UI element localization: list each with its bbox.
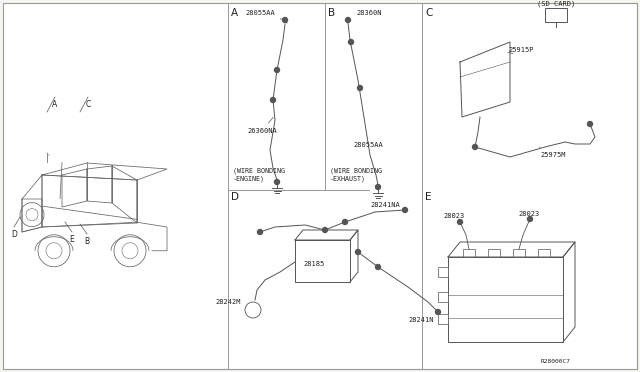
Text: 28185: 28185: [303, 261, 324, 267]
Text: D: D: [11, 230, 17, 239]
Text: 28055AA: 28055AA: [245, 10, 282, 19]
Bar: [545, 8, 567, 22]
Circle shape: [403, 208, 408, 212]
Bar: [538, 249, 550, 257]
Bar: [463, 249, 475, 257]
Text: B: B: [328, 8, 335, 18]
Text: 28055AA: 28055AA: [353, 142, 383, 148]
Circle shape: [282, 17, 287, 22]
Circle shape: [257, 230, 262, 234]
Circle shape: [271, 97, 275, 103]
Circle shape: [275, 67, 280, 73]
Text: E: E: [425, 192, 431, 202]
Circle shape: [358, 86, 362, 90]
Text: 28241N: 28241N: [408, 317, 433, 323]
Text: C: C: [85, 100, 91, 109]
Text: 25920P
(SD CARD): 25920P (SD CARD): [537, 0, 575, 7]
Circle shape: [355, 250, 360, 254]
Text: (WIRE BONDING
-ENGINE): (WIRE BONDING -ENGINE): [233, 167, 285, 182]
Text: 28360N: 28360N: [356, 10, 381, 16]
Text: 26360NA: 26360NA: [247, 117, 276, 134]
Text: A: A: [231, 8, 238, 18]
Circle shape: [458, 219, 463, 224]
Bar: [488, 249, 500, 257]
Text: E: E: [70, 235, 74, 244]
Circle shape: [349, 39, 353, 45]
Circle shape: [323, 228, 328, 232]
Circle shape: [376, 185, 381, 189]
Text: A: A: [52, 100, 58, 109]
Circle shape: [588, 122, 593, 126]
Text: 28242M: 28242M: [215, 299, 241, 305]
Circle shape: [342, 219, 348, 224]
Text: C: C: [425, 8, 433, 18]
Text: 25915P: 25915P: [508, 47, 534, 53]
Text: D: D: [231, 192, 239, 202]
Circle shape: [472, 144, 477, 150]
Circle shape: [376, 264, 381, 269]
Circle shape: [435, 310, 440, 314]
Text: 28023: 28023: [518, 211, 540, 217]
Bar: [438, 267, 448, 277]
Bar: [513, 249, 525, 257]
Text: R28000C7: R28000C7: [541, 359, 571, 364]
Circle shape: [527, 217, 532, 221]
Text: 28023: 28023: [443, 213, 464, 219]
Text: (WIRE BONDING
-EXHAUST): (WIRE BONDING -EXHAUST): [330, 167, 382, 182]
Text: 28241NA: 28241NA: [370, 202, 400, 208]
Bar: [448, 257, 563, 342]
Bar: [438, 314, 448, 324]
Text: 25975M: 25975M: [540, 152, 566, 158]
Bar: [295, 240, 350, 282]
Circle shape: [275, 180, 280, 185]
Circle shape: [346, 17, 351, 22]
Bar: [438, 292, 448, 302]
Text: B: B: [84, 237, 90, 246]
